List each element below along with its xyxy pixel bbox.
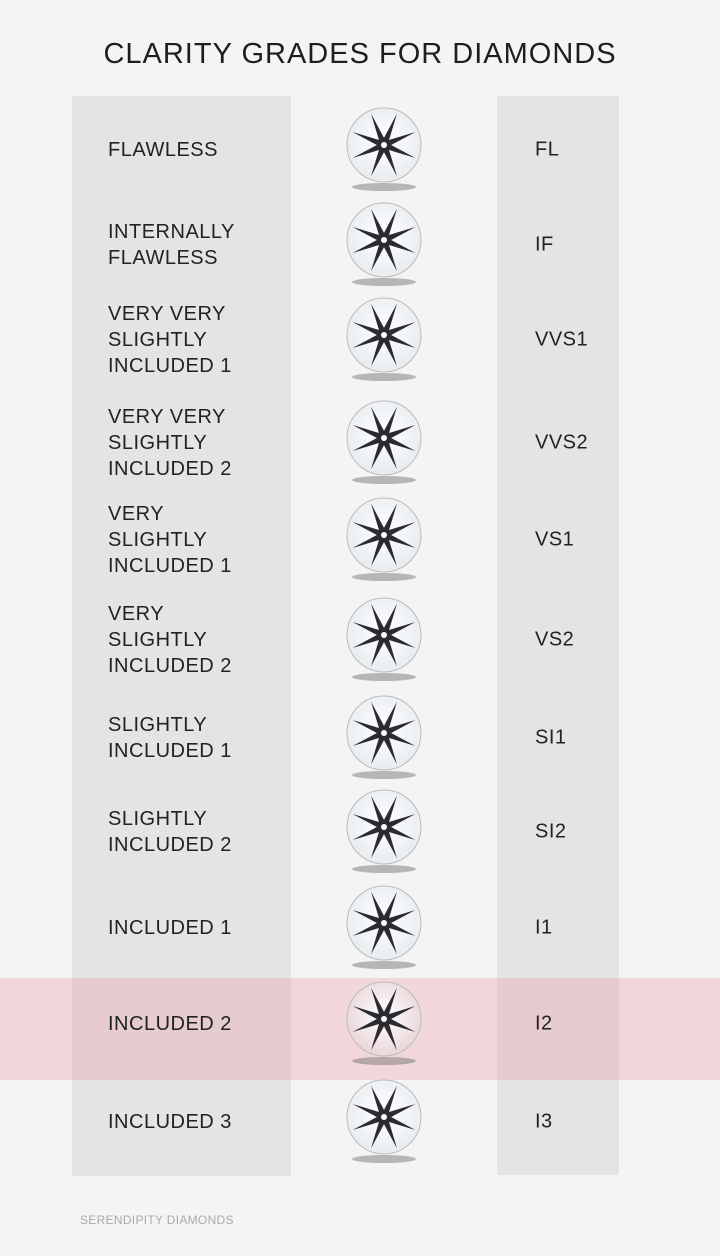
grade-code: I2: [535, 1012, 553, 1035]
grade-code: IF: [535, 233, 554, 256]
diamond-image: [342, 398, 426, 488]
grade-row: SLIGHTLY INCLUDED 1 SI1: [0, 690, 720, 786]
grade-row: INCLUDED 3 I3: [0, 1074, 720, 1170]
grade-code: VVS2: [535, 431, 589, 454]
diamond-image: [342, 979, 426, 1069]
grade-name: INCLUDED 2: [108, 1013, 232, 1035]
grade-code: VVS1: [535, 328, 589, 351]
grade-row: SLIGHTLY INCLUDED 2 SI2: [0, 784, 720, 880]
diamond-image: [342, 883, 426, 973]
diamond-image: [342, 295, 426, 385]
grade-name: FLAWLESS: [108, 139, 218, 161]
grade-name: VERY SLIGHTLY INCLUDED 2: [108, 603, 232, 677]
grade-code: I1: [535, 916, 553, 939]
grade-name: VERY SLIGHTLY INCLUDED 1: [108, 503, 232, 577]
grade-row: INTERNALLY FLAWLESS IF: [0, 197, 720, 293]
grade-name: INCLUDED 1: [108, 917, 232, 939]
grade-name: SLIGHTLY INCLUDED 2: [108, 808, 232, 856]
grade-row: INCLUDED 1 I1: [0, 880, 720, 976]
grade-row: FLAWLESS FL: [0, 102, 720, 198]
grade-name: INTERNALLY FLAWLESS: [108, 221, 235, 269]
grade-code-column: [497, 96, 619, 1175]
grade-code: I3: [535, 1110, 553, 1133]
diamond-image: [342, 105, 426, 195]
grade-row: VERY SLIGHTLY INCLUDED 1 VS1: [0, 492, 720, 588]
grade-row: VERY SLIGHTLY INCLUDED 2 VS2: [0, 592, 720, 688]
grade-row: VERY VERY SLIGHTLY INCLUDED 2 VVS2: [0, 395, 720, 491]
grade-code: SI1: [535, 726, 567, 749]
diamond-image: [342, 495, 426, 585]
grade-name: VERY VERY SLIGHTLY INCLUDED 2: [108, 406, 232, 480]
diamond-image: [342, 1077, 426, 1167]
grade-name: SLIGHTLY INCLUDED 1: [108, 714, 232, 762]
grade-name: INCLUDED 3: [108, 1111, 232, 1133]
grade-name-column: [72, 96, 291, 1176]
diamond-image: [342, 787, 426, 877]
grade-row: VERY VERY SLIGHTLY INCLUDED 1 VVS1: [0, 292, 720, 388]
grade-code: VS2: [535, 628, 575, 651]
grade-code: SI2: [535, 820, 567, 843]
grade-name: VERY VERY SLIGHTLY INCLUDED 1: [108, 303, 232, 377]
grade-row: INCLUDED 2 I2: [0, 976, 720, 1072]
diamond-image: [342, 693, 426, 783]
diamond-image: [342, 595, 426, 685]
diamond-image: [342, 200, 426, 290]
grade-code: FL: [535, 138, 560, 161]
page-title: CLARITY GRADES FOR DIAMONDS: [103, 38, 617, 70]
brand-footer: SERENDIPITY DIAMONDS: [80, 1213, 234, 1227]
grade-code: VS1: [535, 528, 575, 551]
